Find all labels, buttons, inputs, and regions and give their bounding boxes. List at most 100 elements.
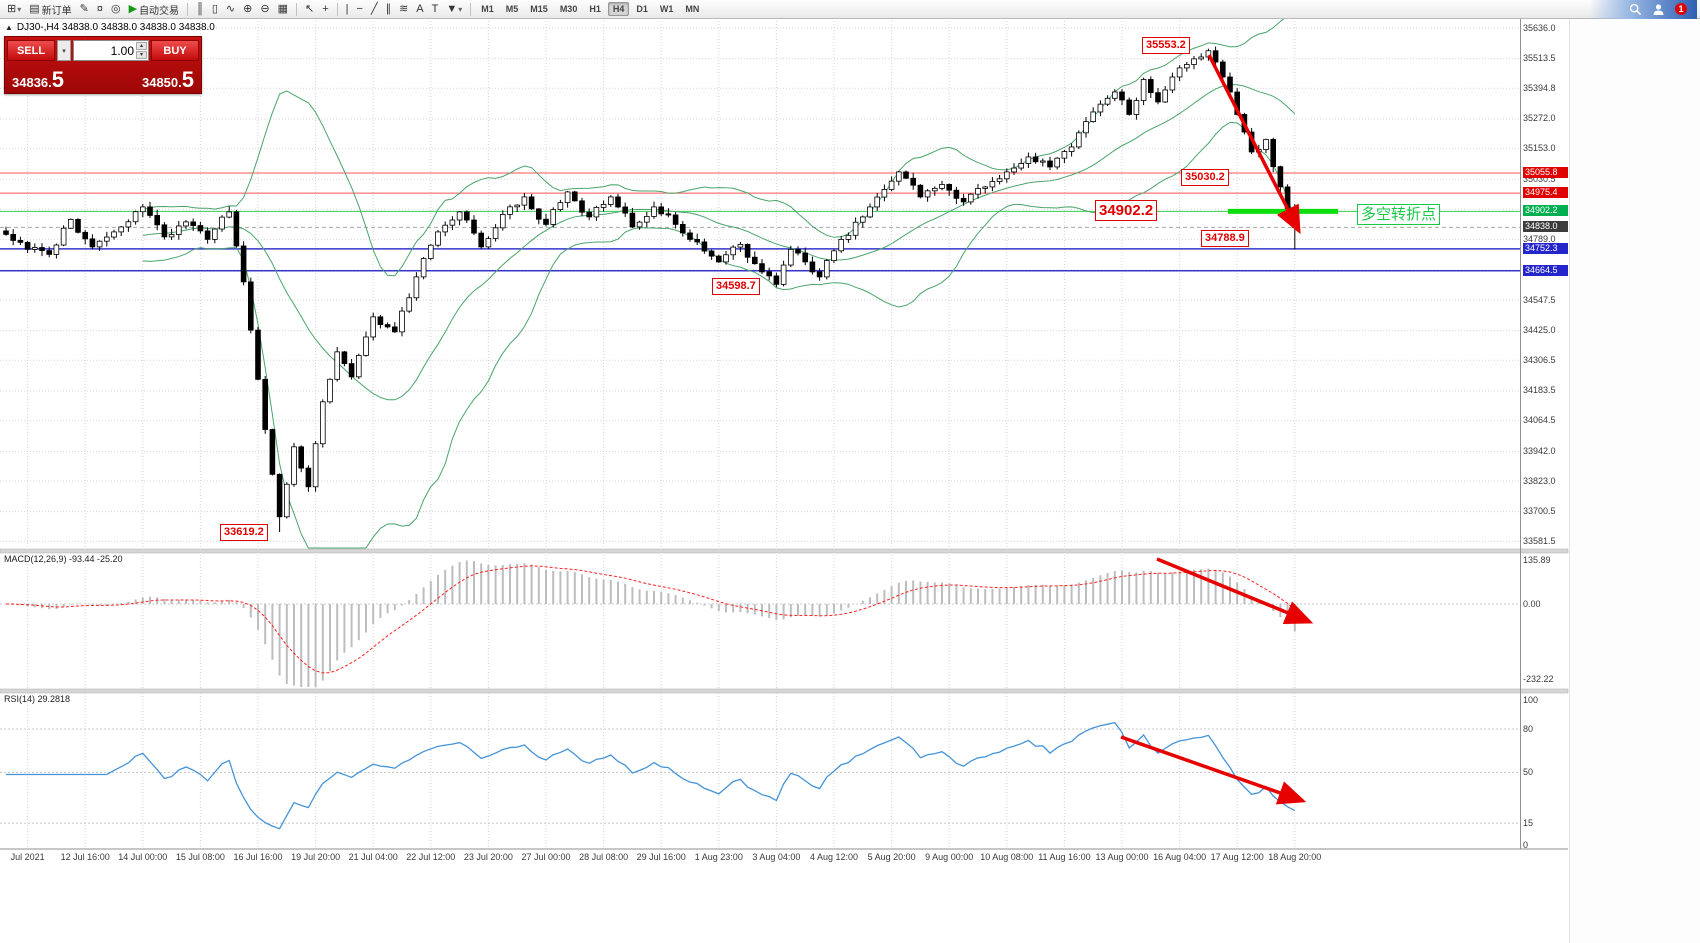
line-chart-mode-button[interactable]: ∿ [222, 1, 239, 18]
timeframe-d1-button[interactable]: D1 [636, 4, 648, 14]
buy-price[interactable]: 34850. 5 [142, 69, 194, 91]
timeframe-m1-button[interactable]: M1 [481, 4, 494, 14]
notification-badge[interactable]: 1 [1675, 3, 1687, 15]
price-annotation[interactable]: 34902.2 [1095, 200, 1158, 221]
zoom-in-button[interactable]: ⊕ [239, 1, 256, 18]
search-icon[interactable] [1629, 3, 1642, 16]
sell-price[interactable]: 34836. 5 [12, 69, 64, 91]
new-chart-button[interactable]: ⊞ ▾ [3, 1, 25, 18]
price-annotation[interactable]: 35030.2 [1181, 169, 1229, 186]
toolbar-right: 1 [1589, 0, 1697, 19]
trendline-tool-button[interactable]: ╱ [367, 1, 382, 18]
timeframe-w1-button[interactable]: W1 [659, 4, 674, 14]
time-axis-label: 16 Jul 16:00 [233, 852, 283, 862]
sell-button[interactable]: SELL [7, 40, 55, 61]
horizontal-line-tool-button[interactable]: − [353, 1, 367, 18]
time-axis-label: 28 Jul 08:00 [579, 852, 629, 862]
rsi-indicator-label: RSI(14) 29.2818 [4, 694, 71, 704]
volume-up-button[interactable]: ▴ [136, 42, 147, 50]
toolbar: ⊞ ▾ ▤ 新订单 ✎ ¤ ◎ ▶ 自动交易 ║ ▯ ∿ ⊕ ⊖ ▦ ↖ + | − ╱ ∥ ≋ A T ▼ ▾ M1 M5 M15 M… [0, 0, 1700, 19]
zoom-in-icon: ⊕ [243, 2, 253, 15]
volume-input[interactable]: 1.00 ▴ ▾ [73, 40, 149, 61]
strategy-tester-button[interactable]: ◎ [107, 1, 125, 18]
time-axis-label: 9 Aug 00:00 [925, 852, 974, 862]
arrows-tool-button[interactable]: ▼ ▾ [442, 1, 466, 18]
price-annotation[interactable]: 33619.2 [220, 524, 268, 541]
tile-windows-button[interactable]: ▦ [274, 1, 292, 18]
crosshair-tool-icon: + [322, 2, 329, 15]
zoom-out-button[interactable]: ⊖ [256, 1, 273, 18]
timeframe-m15-button[interactable]: M15 [530, 4, 548, 14]
toolbar-buttons: ⊞ ▾ ▤ 新订单 ✎ ¤ ◎ ▶ 自动交易 ║ ▯ ∿ ⊕ ⊖ ▦ ↖ + | − ╱ ∥ ≋ A T ▼ ▾ [3, 1, 475, 18]
candlestick-chart-mode-button[interactable]: ▯ [208, 1, 222, 18]
rsi-line [6, 721, 1296, 830]
vertical-line-tool-icon: | [345, 2, 349, 15]
rsi-axis-label: 0 [1523, 839, 1529, 850]
label-tool-icon: T [431, 2, 439, 15]
price-axis-label: 33700.5 [1523, 506, 1556, 517]
line-chart-mode-icon: ∿ [225, 2, 236, 15]
volume-down-button[interactable]: ▾ [136, 51, 147, 59]
horizontal-line-tool-icon: − [356, 2, 363, 15]
trend-arrow[interactable] [1207, 54, 1301, 235]
label-tool-button[interactable]: T [428, 1, 443, 18]
cursor-tool-icon: ↖ [304, 2, 315, 15]
price-axis-label: 35030.5 [1523, 173, 1556, 184]
chart-symbol-info: ▲ DJ30-,H4 34838.0 34838.0 34838.0 34838… [5, 22, 215, 33]
timeframe-mn-button[interactable]: MN [685, 4, 700, 14]
price-axis-label: 35272.0 [1523, 113, 1556, 124]
trend-arrow[interactable] [1156, 557, 1314, 624]
crosshair-tool-button[interactable]: + [318, 1, 332, 18]
text-tool-button[interactable]: A [412, 1, 427, 18]
rsi-axis-label: 80 [1523, 723, 1534, 734]
candlestick-chart-mode-icon: ▯ [211, 2, 218, 15]
price-level-label: 34902.2 [1523, 205, 1568, 217]
channel-tool-button[interactable]: ∥ [382, 1, 396, 18]
time-axis-label: 10 Aug 08:00 [980, 852, 1034, 862]
timeframe-m5-button[interactable]: M5 [505, 4, 519, 14]
right-gutter [1569, 19, 1700, 943]
price-axis-label: 34183.5 [1523, 385, 1556, 396]
price-annotation[interactable]: 34788.9 [1201, 230, 1249, 247]
price-annotation[interactable]: 34598.7 [712, 278, 760, 295]
time-axis-label: 14 Jul 00:00 [118, 852, 168, 862]
vertical-line-tool-button[interactable]: | [342, 1, 353, 18]
new-order-button[interactable]: ▤ 新订单 [25, 1, 75, 18]
cursor-tool-button[interactable]: ↖ [301, 1, 318, 18]
time-axis-label: 1 Aug 23:00 [694, 852, 743, 862]
one-click-trading-widget: SELL ▾ 1.00 ▴ ▾ BUY 34836. 5 34850. 5 [4, 36, 202, 94]
trendline-tool-icon: ╱ [370, 2, 378, 15]
bar-chart-mode-button[interactable]: ║ [192, 1, 208, 18]
arrows-tool-dropdown-caret: ▾ [458, 4, 463, 14]
metaeditor-button[interactable]: ✎ [76, 1, 93, 18]
time-axis-label: 21 Jul 04:00 [348, 852, 398, 862]
price-level-label: 34664.5 [1523, 264, 1568, 276]
auto-trading-button[interactable]: ▶ 自动交易 [125, 1, 183, 18]
trend-arrow[interactable] [1120, 735, 1307, 805]
new-order-label: 新订单 [41, 5, 72, 17]
macd-axis-label: 135.89 [1523, 554, 1551, 565]
price-levels [0, 172, 1520, 272]
time-axis-label: 5 Aug 20:00 [867, 852, 916, 862]
volume-dropdown[interactable]: ▾ [57, 40, 71, 61]
one-click-collapse-arrow[interactable]: ▲ [5, 23, 13, 32]
price-axis-label: 34425.0 [1523, 325, 1556, 336]
bar-chart-mode-icon: ║ [196, 2, 204, 15]
timeframe-h4-button[interactable]: H4 [607, 2, 630, 16]
macd-signal-line [5, 565, 1296, 674]
timeframe-h1-button[interactable]: H1 [589, 4, 601, 14]
timeframe-m30-button[interactable]: M30 [559, 4, 578, 14]
history-center-button[interactable]: ¤ [93, 1, 107, 18]
volume-spinner: ▴ ▾ [136, 42, 147, 59]
tile-windows-icon: ▦ [277, 2, 288, 15]
price-annotation[interactable]: 多空转折点 [1357, 204, 1441, 225]
user-icon[interactable] [1652, 3, 1665, 16]
auto-trading-label: 自动交易 [139, 5, 180, 17]
buy-button[interactable]: BUY [151, 40, 199, 61]
time-axis-label: 18 Aug 20:00 [1268, 852, 1322, 862]
time-axis-label: 3 Aug 04:00 [752, 852, 801, 862]
price-annotation[interactable]: 35553.2 [1142, 37, 1190, 54]
fibonacci-tool-button[interactable]: ≋ [395, 1, 412, 18]
